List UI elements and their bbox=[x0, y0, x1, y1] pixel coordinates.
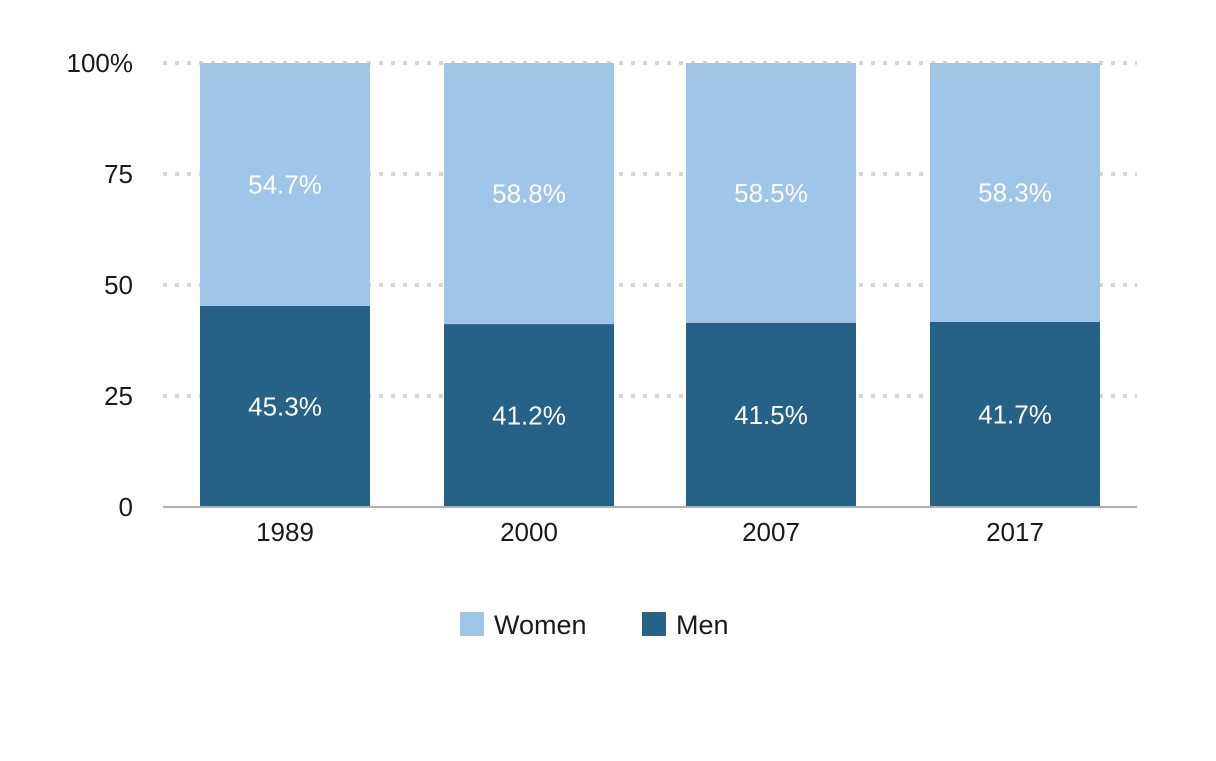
legend-label-women: Women bbox=[494, 610, 587, 640]
legend-label-men: Men bbox=[676, 610, 729, 640]
bar-women-2017 bbox=[930, 63, 1100, 322]
legend-swatch-men bbox=[642, 612, 666, 636]
data-label-women-2000: 58.8% bbox=[492, 179, 566, 209]
y-tick-label: 25 bbox=[104, 381, 133, 411]
legend-swatch-women bbox=[460, 612, 484, 636]
data-label-men-2000: 41.2% bbox=[492, 401, 566, 431]
y-axis-tick-labels: 0 25 50 75 100% bbox=[67, 48, 134, 522]
bar-men-1989 bbox=[200, 305, 370, 507]
bar-men-2000 bbox=[444, 324, 614, 507]
data-label-men-1989: 45.3% bbox=[248, 391, 322, 421]
x-axis-tick-labels: 1989 2000 2007 2017 bbox=[256, 517, 1044, 547]
data-label-men-2017: 41.7% bbox=[978, 399, 1052, 429]
bar-men-2007 bbox=[686, 322, 856, 507]
data-label-women-1989: 54.7% bbox=[248, 169, 322, 199]
y-tick-label: 50 bbox=[104, 270, 133, 300]
bar-men-2017 bbox=[930, 321, 1100, 507]
x-tick-label: 2017 bbox=[986, 517, 1044, 547]
x-tick-label: 2007 bbox=[742, 517, 800, 547]
y-tick-label: 100% bbox=[67, 48, 134, 78]
data-label-women-2007: 58.5% bbox=[734, 178, 808, 208]
data-label-women-2017: 58.3% bbox=[978, 177, 1052, 207]
y-tick-label: 75 bbox=[104, 159, 133, 189]
bars: 45.3% 54.7% 41.2% 58.8% 41.5% 58.5% 41.7% 58.3% bbox=[200, 63, 1100, 507]
bar-women-2000 bbox=[444, 63, 614, 325]
x-tick-label: 2000 bbox=[500, 517, 558, 547]
x-tick-label: 1989 bbox=[256, 517, 314, 547]
data-label-men-2007: 41.5% bbox=[734, 400, 808, 430]
bar-women-2007 bbox=[686, 63, 856, 323]
legend: Women Men bbox=[460, 610, 729, 640]
y-tick-label: 0 bbox=[119, 492, 133, 522]
bar-women-1989 bbox=[200, 63, 370, 306]
